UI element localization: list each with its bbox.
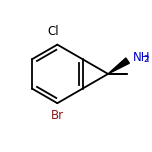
Text: Br: Br — [51, 109, 64, 123]
Polygon shape — [108, 58, 129, 74]
Text: Cl: Cl — [47, 25, 59, 38]
Text: 2: 2 — [144, 55, 149, 64]
Text: NH: NH — [133, 51, 151, 64]
